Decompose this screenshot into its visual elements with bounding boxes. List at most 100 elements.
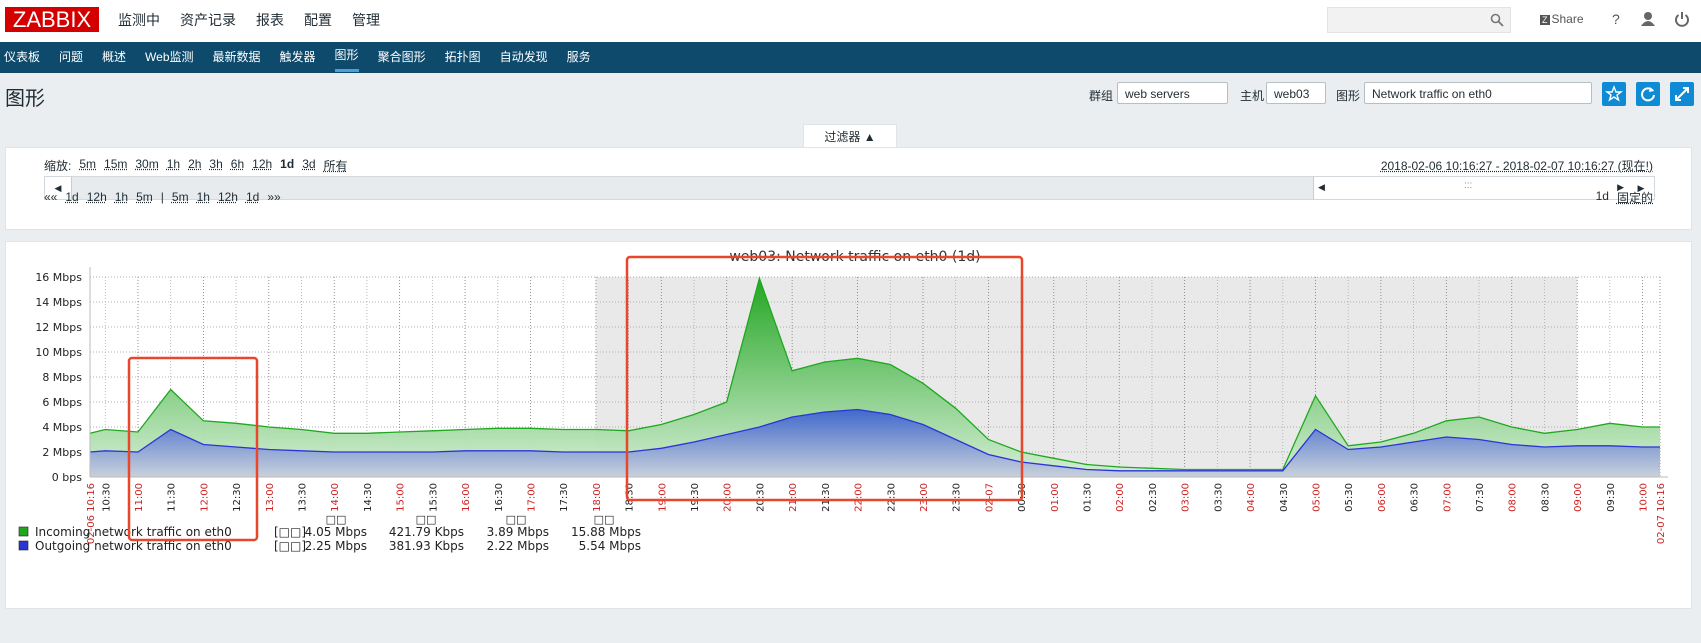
x-tick-label: 12:00 xyxy=(199,483,210,512)
user-icon[interactable] xyxy=(1640,11,1656,27)
x-tick-label: 07:00 xyxy=(1442,483,1453,512)
zoom-option[interactable]: 所有 xyxy=(323,159,348,173)
nav-item[interactable]: 图形 xyxy=(334,42,359,72)
x-tick-label: 20:00 xyxy=(723,483,734,512)
zoom-option[interactable]: 1h xyxy=(166,157,181,171)
fullscreen-button[interactable] xyxy=(1670,82,1694,106)
nav-item[interactable]: 服务 xyxy=(566,50,591,64)
nav-back[interactable]: 12h xyxy=(86,190,107,204)
nav-forward[interactable]: 5m xyxy=(171,190,189,204)
x-tick-label: 14:30 xyxy=(363,483,374,512)
share-link[interactable]: Z Share xyxy=(1540,12,1584,26)
y-tick-label: 14 Mbps xyxy=(35,296,82,309)
x-tick-label: 23:00 xyxy=(919,483,930,512)
legend-swatch xyxy=(18,526,29,537)
legend-stat: 3.89 Mbps xyxy=(487,525,549,539)
nav-item[interactable]: 自动发现 xyxy=(499,50,548,64)
filter-tab[interactable]: 过滤器 ▲ xyxy=(803,124,897,149)
scroll-right[interactable]: ▶ xyxy=(1628,177,1654,199)
x-tick-label: 02-06 10:16 xyxy=(86,483,97,544)
menu-item[interactable]: 管理 xyxy=(352,12,380,28)
zoom-option[interactable]: 30m xyxy=(135,157,159,171)
filter-panel: 缩放: 5m 15m 30m 1h 2h 3h 6h 12h 1d 3d 所有 2018-02-06 … xyxy=(5,147,1692,230)
graph-select[interactable]: Network traffic on eth0 xyxy=(1364,82,1592,104)
host-select[interactable]: web03 xyxy=(1266,82,1326,104)
search-box[interactable] xyxy=(1327,7,1511,33)
x-tick-label: 21:00 xyxy=(788,483,799,512)
legend-label: Incoming network traffic on eth0 xyxy=(35,525,232,539)
scroll-handle[interactable]: ◀ ::: ▶ xyxy=(1313,177,1629,199)
nav-back[interactable]: 5m xyxy=(136,190,153,204)
scrollbar[interactable]: ◀ ◀ ::: ▶ ▶ xyxy=(44,176,1655,200)
logo[interactable]: ZABBIX xyxy=(5,7,99,32)
group-select[interactable]: web servers xyxy=(1117,82,1228,104)
group-label: 群组 xyxy=(1089,89,1114,103)
menu-item[interactable]: 配置 xyxy=(304,12,332,28)
share-text: Share xyxy=(1551,12,1584,26)
nav-item[interactable]: 概述 xyxy=(102,50,127,64)
nav-back[interactable]: 1h xyxy=(114,190,129,204)
y-tick-label: 16 Mbps xyxy=(35,271,82,284)
period-row: 1d 固定的 xyxy=(1596,189,1653,206)
nav-item[interactable]: 仪表板 xyxy=(4,50,41,64)
time-range[interactable]: 2018-02-06 10:16:27 - 2018-02-07 10:16:2… xyxy=(1380,159,1653,173)
menu-item[interactable]: 资产记录 xyxy=(180,12,236,28)
x-tick-label: 16:00 xyxy=(461,483,472,512)
legend-stat: 5.54 Mbps xyxy=(579,539,641,553)
x-tick-label: 06:30 xyxy=(1410,483,1421,512)
nav-item[interactable]: 问题 xyxy=(59,50,84,64)
legend-stat: 15.88 Mbps xyxy=(571,525,641,539)
graph-label: 图形 xyxy=(1336,89,1361,103)
signout-icon[interactable] xyxy=(1674,11,1690,27)
nav-forward[interactable]: 1h xyxy=(196,190,210,204)
x-tick-label: 14:00 xyxy=(330,483,341,512)
zoom-label: 缩放: xyxy=(44,159,72,173)
x-tick-label: 23:30 xyxy=(952,483,963,512)
period: 1d xyxy=(1595,189,1609,203)
legend-label: Outgoing network traffic on eth0 xyxy=(35,539,232,553)
scroll-left[interactable]: ◀ xyxy=(45,177,72,199)
nav-item[interactable]: 触发器 xyxy=(279,50,316,64)
x-tick-label: 17:30 xyxy=(559,483,570,512)
nav-forward[interactable]: 12h xyxy=(217,190,238,204)
zoom-option[interactable]: 2h xyxy=(188,157,202,171)
main-menu: 监测中 资产记录 报表 配置 管理 xyxy=(118,10,380,30)
x-tick-label: 12:30 xyxy=(232,483,243,512)
zoom-option[interactable]: 5m xyxy=(79,157,97,171)
nav-forward[interactable]: »» xyxy=(267,190,281,204)
nav-back[interactable]: 1d xyxy=(65,190,79,204)
nav-item[interactable]: 最新数据 xyxy=(212,50,261,64)
zoom-option[interactable]: 6h xyxy=(230,157,245,171)
legend-header: □□ xyxy=(326,513,347,526)
nav-item[interactable]: Web监测 xyxy=(145,50,194,64)
menu-item[interactable]: 报表 xyxy=(256,12,284,28)
x-tick-label: 01:30 xyxy=(1083,483,1094,512)
page-title: 图形 xyxy=(5,88,45,110)
x-tick-label: 19:30 xyxy=(690,483,701,512)
zoom-option[interactable]: 3h xyxy=(209,157,223,171)
x-tick-label: 19:00 xyxy=(657,483,668,512)
zoom-row: 缩放: 5m 15m 30m 1h 2h 3h 6h 12h 1d 3d 所有 xyxy=(44,157,348,174)
x-tick-label: 03:30 xyxy=(1213,483,1224,512)
x-tick-label: 17:00 xyxy=(526,483,537,512)
x-tick-label: 02-07 xyxy=(984,483,995,512)
x-tick-label: 04:00 xyxy=(1246,483,1257,512)
menu-item[interactable]: 监测中 xyxy=(118,12,160,28)
x-tick-label: 05:00 xyxy=(1311,483,1322,512)
fixed-toggle[interactable]: 固定的 xyxy=(1616,191,1653,205)
refresh-button[interactable] xyxy=(1636,82,1660,106)
nav-item[interactable]: 聚合图形 xyxy=(377,50,426,64)
legend-stat: 421.79 Kbps xyxy=(389,525,464,539)
x-tick-label: 11:00 xyxy=(134,483,145,512)
favorite-button[interactable] xyxy=(1602,82,1626,106)
help-link[interactable]: ? xyxy=(1612,11,1620,27)
nav-forward[interactable]: 1d xyxy=(245,190,260,204)
zoom-option[interactable]: 12h xyxy=(252,157,273,171)
search-icon xyxy=(1490,13,1504,27)
nav-item[interactable]: 拓扑图 xyxy=(444,50,481,64)
nav-back[interactable]: «« xyxy=(44,190,58,204)
y-tick-label: 4 Mbps xyxy=(42,421,82,434)
zoom-option[interactable]: 3d xyxy=(302,157,316,171)
zoom-option[interactable]: 15m xyxy=(104,157,128,171)
zoom-option[interactable]: 1d xyxy=(280,157,295,171)
